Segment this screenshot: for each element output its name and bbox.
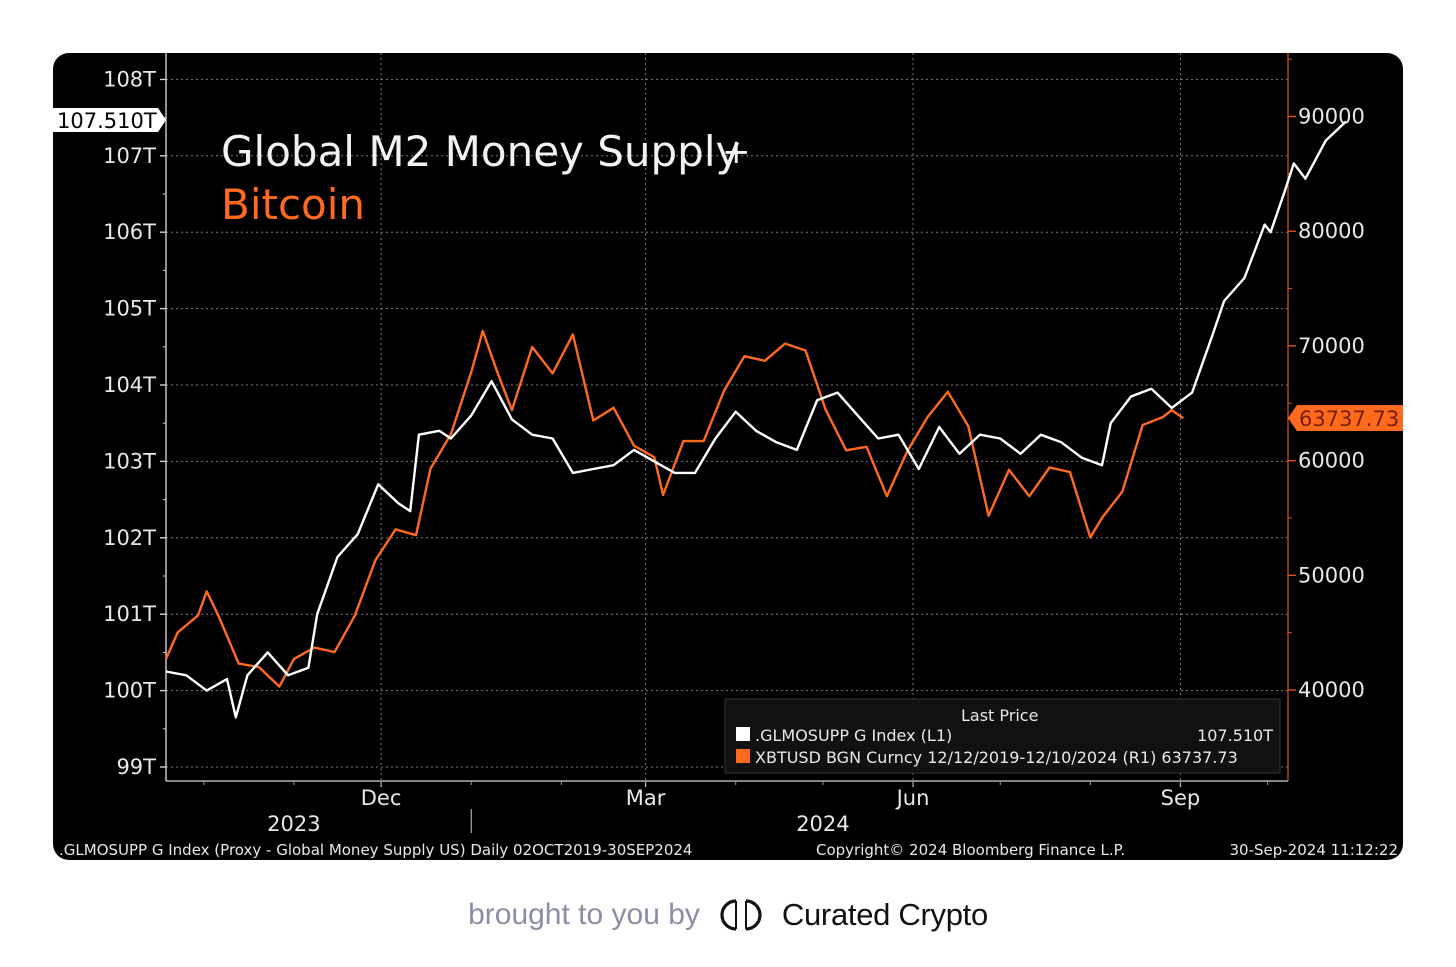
legend-value-m2: 107.510T xyxy=(1197,726,1273,745)
right-tick-label: 70000 xyxy=(1298,334,1365,358)
legend-header: Last Price xyxy=(961,706,1038,725)
chart-panel: 99T 100T 101T 102T 103T 104T 105T 106T 107T 108T … xyxy=(53,53,1403,860)
svg-text:63737.73: 63737.73 xyxy=(1299,407,1399,431)
right-tick-label: 90000 xyxy=(1298,105,1365,129)
legend-swatch-btc xyxy=(736,749,750,763)
x-axis-ticks: Dec Mar Jun Sep 2023 2024 xyxy=(203,781,1269,836)
left-axis-ticks: 99T 100T 101T 102T 103T 104T 105T 106T 107T 108T xyxy=(103,67,166,779)
x-month-label: Dec xyxy=(361,786,402,810)
left-tick-label: 103T xyxy=(103,449,156,473)
left-tick-label: 104T xyxy=(103,373,156,397)
left-tick-label: 108T xyxy=(103,67,156,91)
left-tick-label: 100T xyxy=(103,679,156,703)
m2-series-line xyxy=(165,120,1347,719)
chart-svg: 99T100T101T102T103T104T105T106T107T108T … xyxy=(53,53,1403,859)
legend-label-btc: XBTUSD BGN Curncy 12/12/2019-12/10/2024 … xyxy=(755,748,1238,767)
brand-name: Curated Crypto xyxy=(781,897,988,932)
btc-last-value-tag: 63737.73 xyxy=(1288,405,1403,431)
x-year-label: 2023 xyxy=(267,812,320,836)
right-tick-label: 50000 xyxy=(1298,563,1365,587)
left-tick-label: 102T xyxy=(103,526,156,550)
left-tick-label: 106T xyxy=(103,220,156,244)
brought-by-text: brought to you by xyxy=(468,898,700,931)
right-tick-label: 40000 xyxy=(1298,678,1365,702)
left-tick-label: 105T xyxy=(103,297,156,321)
chart-title-plus: + xyxy=(722,132,751,172)
bitcoin-series-line xyxy=(164,329,1185,688)
left-tick-label: 107T xyxy=(103,144,156,168)
left-tick-label: 101T xyxy=(103,602,156,626)
legend-box xyxy=(724,698,1281,774)
footer-left: .GLMOSUPP G Index (Proxy - Global Money … xyxy=(59,841,692,859)
footer-right: 30-Sep-2024 11:12:22 xyxy=(1230,841,1399,859)
legend: Last Price .GLMOSUPP G Index (L1) 107.51… xyxy=(724,698,1281,774)
x-month-label: Sep xyxy=(1161,786,1201,810)
left-tick-label: 99T xyxy=(116,755,156,779)
x-year-label: 2024 xyxy=(796,812,849,836)
right-tick-label: 80000 xyxy=(1298,219,1365,243)
curated-crypto-logo-icon xyxy=(720,899,762,931)
branding-footer: brought to you by Curated Crypto xyxy=(0,892,1456,938)
chart-title-bitcoin: Bitcoin xyxy=(221,180,365,229)
right-axis-ticks: 40000 50000 60000 70000 80000 90000 xyxy=(1288,58,1365,702)
svg-text:107.510T: 107.510T xyxy=(57,109,157,133)
chart-title-m2: Global M2 Money Supply xyxy=(221,127,740,176)
footer-center: Copyright© 2024 Bloomberg Finance L.P. xyxy=(816,841,1125,859)
m2-last-value-tag: 107.510T xyxy=(53,108,166,133)
x-month-label: Jun xyxy=(895,786,930,810)
right-tick-label: 60000 xyxy=(1298,449,1365,473)
legend-swatch-m2 xyxy=(736,727,750,741)
x-month-label: Mar xyxy=(626,786,666,810)
legend-label-m2: .GLMOSUPP G Index (L1) xyxy=(755,726,952,745)
